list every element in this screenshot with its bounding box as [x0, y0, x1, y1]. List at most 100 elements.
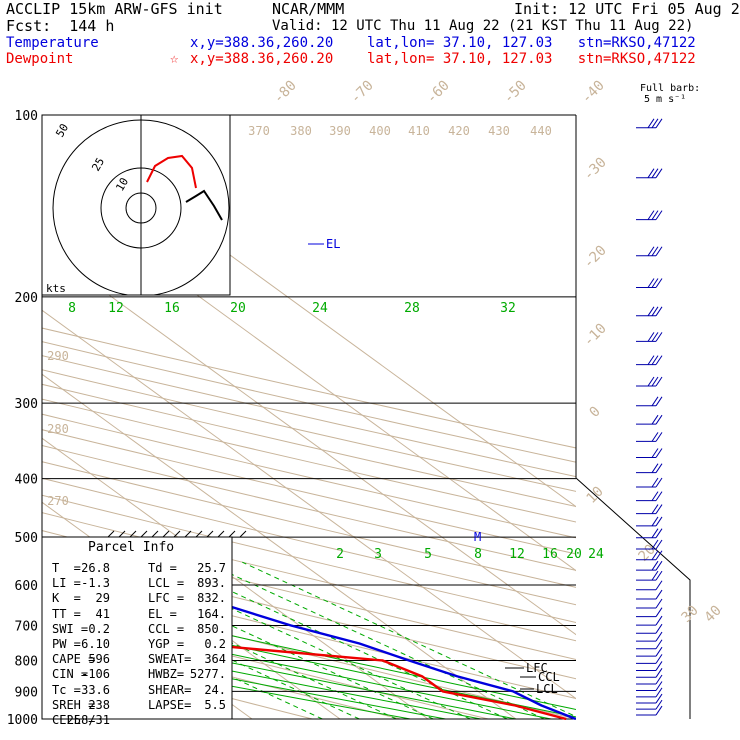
- dry-adiabat: [42, 606, 489, 720]
- theta-label: 270: [47, 494, 69, 508]
- hodograph-box: [41, 114, 231, 296]
- theta-label: 290: [47, 349, 69, 363]
- wind-barb-flag: [651, 504, 659, 514]
- pressure-tick-label: 200: [15, 291, 38, 306]
- wind-barb-flag: [655, 118, 663, 129]
- parcel-info-cell: CAPE =: [52, 652, 96, 667]
- parcel-info-cell: CELL =: [52, 713, 96, 727]
- wind-barb-flag: [651, 278, 659, 288]
- dry-adiabat: [42, 494, 576, 623]
- wind-barb-flag: [651, 332, 659, 342]
- mixing-ratio-label: 3: [374, 547, 382, 562]
- wind-barb-flag: [655, 560, 663, 571]
- isotherm-label: -40: [579, 78, 608, 107]
- wind-barb-flag: [647, 306, 655, 317]
- parcel-info-cell: YGP =: [148, 637, 185, 651]
- wind-barb-flag: [651, 168, 659, 178]
- dewpoint-profile: [42, 577, 567, 720]
- parcel-info-cell: 5.5: [204, 697, 226, 712]
- parcel-info-cell: 41: [95, 606, 110, 621]
- wind-barb-flag: [655, 631, 663, 642]
- temperature-legend: Temperature: [6, 35, 99, 51]
- parcel-info-cell: 164.: [197, 606, 226, 621]
- hodograph-red-trace: [146, 154, 197, 189]
- parcel-hatch: [217, 530, 225, 538]
- dry-adiabat: [42, 586, 576, 720]
- wind-barb-flag: [647, 168, 655, 178]
- parcel-info-cell: 26.8: [81, 561, 110, 575]
- pressure-tick-label: 600: [15, 579, 38, 594]
- parcel-info-cell: -106: [81, 667, 110, 682]
- parcel-info-cell: 33.6: [81, 682, 110, 697]
- wind-barb-flag: [651, 396, 659, 407]
- wind-barb-flag: [651, 448, 659, 458]
- wind-barb-flag: [651, 463, 659, 473]
- isotherm-label: 40: [702, 603, 725, 626]
- pressure-tick-label: 1000: [7, 713, 38, 728]
- wind-barb-flag: [655, 705, 663, 716]
- ccl-marker: CCL: [538, 670, 560, 684]
- wind-barb-flag: [651, 560, 659, 571]
- mixing-ratio-label: 2: [336, 547, 344, 562]
- wind-barb-flag: [655, 623, 663, 634]
- dry-adiabat: [42, 341, 576, 463]
- plot-frame-right-lower: [575, 477, 691, 719]
- parcel-info-cell: K =: [52, 591, 81, 606]
- parcel-hatch: [107, 530, 115, 538]
- isotherm-line: [42, 245, 576, 636]
- wind-barb-flag: [647, 118, 655, 129]
- parcel-info-cell: 238: [88, 697, 110, 712]
- isotherm-label: -10: [581, 321, 610, 350]
- wind-barb-flag: [655, 654, 663, 664]
- forecast-hour: Fcst: 144 h: [6, 17, 115, 35]
- parcel-info-cell: 893.: [197, 576, 226, 591]
- theta-label: 370: [248, 124, 270, 138]
- wind-barb-flag: [651, 491, 659, 501]
- temperature-axis-label: 24: [312, 301, 328, 316]
- wind-barb-flag: [651, 516, 659, 527]
- theta-label: 430: [488, 124, 510, 138]
- parcel-info-cell: LAPSE=: [148, 697, 192, 712]
- temperature-axis-label: 28: [404, 301, 420, 316]
- isotherm-label: 30: [679, 603, 702, 626]
- pressure-tick-label: 300: [15, 397, 38, 412]
- wind-barb-flag: [651, 246, 659, 257]
- wind-barb-flag: [655, 306, 663, 317]
- wind-barb-flag: [651, 414, 659, 425]
- parcel-hatch: [173, 530, 181, 538]
- theta-label: 380: [290, 124, 312, 138]
- parcel-info-cell: 25.7: [197, 561, 226, 575]
- theta-label: 280: [47, 422, 69, 436]
- wind-barb-flag: [655, 580, 663, 591]
- hodograph-ring-label: 10: [113, 176, 131, 194]
- dry-adiabat: [42, 461, 576, 588]
- wind-barb-flag: [655, 246, 663, 257]
- parcel-info-cell: SWEAT=: [148, 652, 192, 667]
- wind-barb-flag: [655, 528, 663, 538]
- parcel-info-cell: LFC =: [148, 591, 185, 606]
- wind-barb-flag: [655, 674, 663, 685]
- wind-barb-flag: [647, 210, 655, 220]
- mixing-ratio-label: 20: [566, 547, 582, 562]
- hodograph-ring-label: 50: [53, 122, 71, 140]
- wind-barb-flag: [655, 355, 663, 365]
- parcel-info-cell: 6.10: [81, 637, 110, 651]
- wind-barb-flag: [655, 646, 663, 657]
- moist-adiabat: [42, 613, 552, 720]
- isotherm-label: -30: [581, 155, 610, 184]
- lfc-marker: LFC: [526, 661, 548, 675]
- isotherm-label: -60: [424, 78, 453, 107]
- wind-barb-flag: [651, 306, 659, 317]
- parcel-hatch: [184, 530, 192, 538]
- wind-barb-flag: [655, 376, 663, 387]
- wind-barb-flag: [655, 210, 663, 220]
- pressure-tick-label: 500: [15, 531, 38, 546]
- wind-barb-flag: [655, 396, 663, 407]
- parcel-hatch: [206, 530, 214, 538]
- isotherm-line: [42, 309, 576, 700]
- wind-barb-flag: [655, 661, 663, 671]
- parcel-info-cell: 596: [88, 652, 110, 667]
- parcel-hatch: [195, 530, 203, 538]
- parcel-info-cell: 0.2: [88, 621, 110, 636]
- wind-barb-flag: [655, 668, 663, 678]
